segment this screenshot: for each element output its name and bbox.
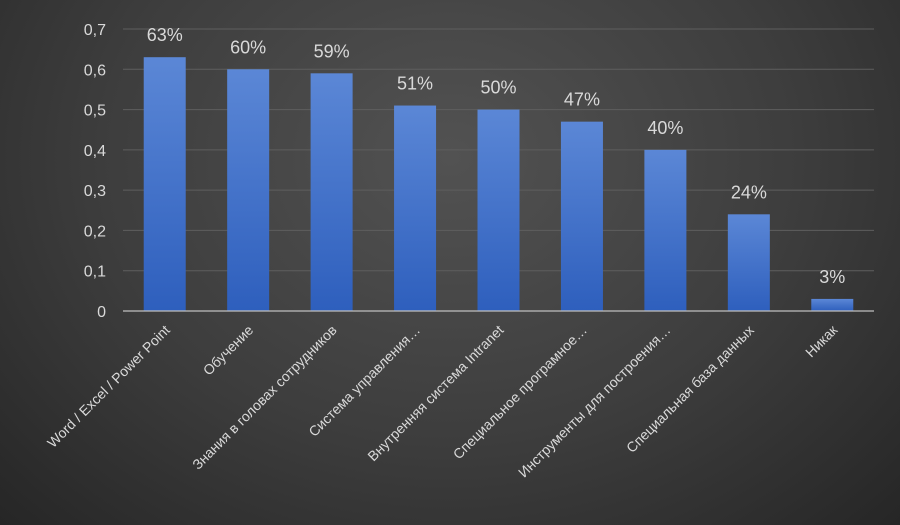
y-tick-label: 0,1 [84,264,106,281]
bars [143,57,854,312]
data-label: 50% [480,78,516,98]
x-tick-label: Обучение [200,322,257,379]
bar [143,57,186,312]
bar [477,109,520,311]
y-tick-label: 0,4 [84,143,106,160]
y-tick-label: 0 [97,304,106,321]
data-label: 60% [230,37,266,57]
bar [644,149,687,311]
x-axis-category-labels: Word / Excel / Power Point ОбучениеЗнания… [44,321,841,480]
y-tick-label: 0,5 [84,103,106,120]
x-tick-label: Специальное програмное… [450,322,590,462]
bar [310,73,353,311]
y-tick-label: 0,7 [84,22,106,39]
data-label: 63% [147,25,183,45]
x-tick-label: Инструменты для построения… [515,322,674,481]
data-label: 47% [564,90,600,110]
data-label: 51% [397,74,433,94]
x-tick-label: Внутренняя система Intranet [364,322,506,464]
y-axis-tick-labels: 0 0,1 0,2 0,3 0,4 0,5 0,6 0,7 [84,22,106,321]
data-label: 40% [647,118,683,138]
bar [560,121,603,312]
data-labels: 63% 60% 59% 51% 50% 47% 40% 24% 3% [147,25,846,287]
x-tick-label: Word / Excel / Power Point [44,322,173,451]
y-tick-label: 0,3 [84,183,106,200]
bar [394,105,437,312]
x-tick-label: Никак [802,321,841,360]
data-label: 59% [314,41,350,61]
bar [811,298,854,311]
bar [727,214,770,311]
data-label: 3% [819,267,845,287]
x-tick-label: Знания в головах сотрудников [189,322,340,473]
y-tick-label: 0,6 [84,62,106,79]
y-tick-label: 0,2 [84,223,106,240]
bar [227,69,270,312]
data-label: 24% [731,182,767,202]
